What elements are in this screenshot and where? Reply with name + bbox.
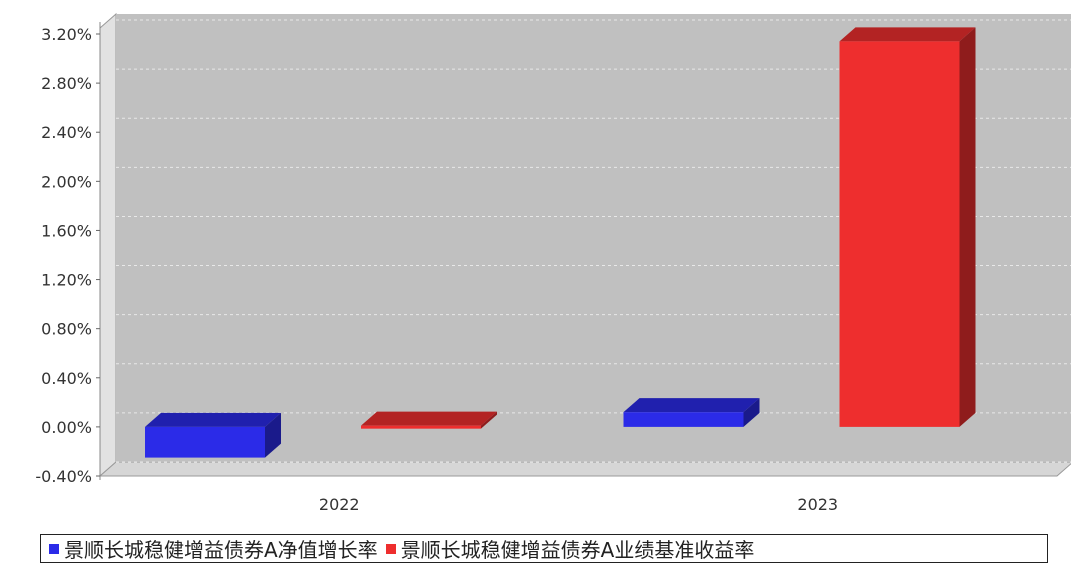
y-tick-label: 2.40% <box>41 123 92 142</box>
y-tick-label: 2.00% <box>41 172 92 191</box>
bar-top <box>145 412 281 427</box>
y-axis: -0.40% 0.00% 0.40% 0.80% 1.20% 1.60% 2.00% 2.40… <box>35 22 101 486</box>
legend-swatch-blue <box>49 543 59 554</box>
left-wall <box>99 12 117 478</box>
legend-item-nav-growth: 景顺长城稳健增益债券A净值增长率 <box>49 535 378 562</box>
y-tick-label: 3.20% <box>41 25 92 44</box>
y-tick-label: 0.40% <box>41 369 92 388</box>
bar-side <box>959 27 976 427</box>
bar-2022-nav-growth <box>145 412 281 458</box>
legend-swatch-red <box>385 543 396 554</box>
legend-label-benchmark: 景顺长城稳健增益债券A业绩基准收益率 <box>400 538 755 562</box>
bar-top <box>839 27 976 42</box>
x-tick-label: 2022 <box>319 495 360 514</box>
y-tick-label: 1.20% <box>41 271 92 290</box>
bar-front <box>145 426 265 458</box>
x-tick-label: 2023 <box>797 495 838 514</box>
bar-top <box>361 411 497 426</box>
floor <box>98 461 1071 477</box>
legend-item-benchmark: 景顺长城稳健增益债券A业绩基准收益率 <box>385 535 755 562</box>
bar-front <box>623 412 744 427</box>
bars <box>145 27 976 458</box>
y-tick-label: -0.40% <box>35 467 92 486</box>
legend: 景顺长城稳健增益债券A净值增长率 景顺长城稳健增益债券A业绩基准收益率 <box>40 534 1048 563</box>
bar-side <box>481 411 497 429</box>
bar-side <box>743 398 760 427</box>
bar-2023-benchmark <box>839 27 976 427</box>
bar-top <box>623 398 760 413</box>
legend-label-nav-growth: 景顺长城稳健增益债券A净值增长率 <box>64 538 378 562</box>
bar-chart: -0.40% 0.00% 0.40% 0.80% 1.20% 1.60% 2.00% 2.40… <box>35 12 1071 514</box>
y-tick-label: 0.00% <box>41 418 92 437</box>
y-tick-label: 0.80% <box>41 320 92 339</box>
bar-2022-benchmark <box>361 411 497 429</box>
bar-2023-nav-growth <box>623 398 760 427</box>
x-axis: 2022 2023 <box>319 495 838 514</box>
bar-side <box>265 412 281 458</box>
y-tick-label: 2.80% <box>41 74 92 93</box>
bar-front <box>361 425 481 429</box>
bar-front <box>839 41 960 427</box>
y-tick-label: 1.60% <box>41 221 92 240</box>
